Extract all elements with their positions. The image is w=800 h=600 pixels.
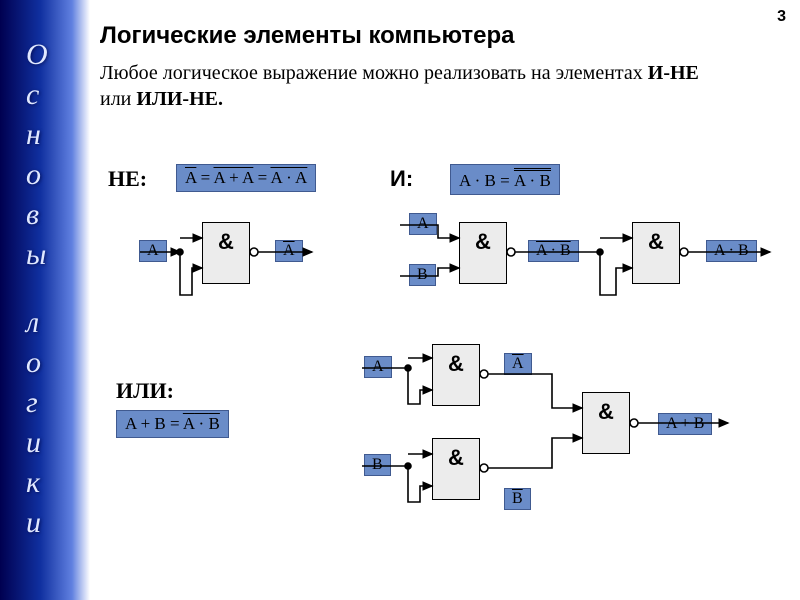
- sidebar-letter: ы: [26, 238, 46, 272]
- sidebar-letter: и: [26, 426, 41, 460]
- gate-and-1: &: [459, 222, 507, 284]
- formula-or: A + B = A · B: [116, 410, 229, 438]
- sidebar-gradient: [0, 0, 90, 600]
- subtitle: Любое логическое выражение можно реализо…: [100, 60, 720, 112]
- label-or: ИЛИ:: [116, 378, 174, 404]
- sig-or-in-A: A: [364, 356, 392, 378]
- gate-or-A: &: [432, 344, 480, 406]
- sig-and-in-B: B: [409, 264, 436, 286]
- page-number: 3: [777, 8, 786, 26]
- sig-and-out: A · B: [706, 240, 757, 262]
- sidebar-letter: с: [26, 78, 39, 112]
- gate-and-2: &: [632, 222, 680, 284]
- sig-not-in-A: A: [139, 240, 167, 262]
- gate-or-B: &: [432, 438, 480, 500]
- sidebar-letter: О: [26, 38, 48, 72]
- sidebar-letter: и: [26, 506, 41, 540]
- sig-not-out-Abar: A: [275, 240, 303, 262]
- sig-or-out: A + B: [658, 413, 712, 435]
- sidebar-letter: н: [26, 118, 41, 152]
- label-and: И:: [390, 166, 413, 192]
- gate-or-C: &: [582, 392, 630, 454]
- sidebar-letter: л: [26, 306, 39, 340]
- sidebar-letter: в: [26, 198, 39, 232]
- page-title: Логические элементы компьютера: [100, 22, 515, 50]
- sidebar-letter: о: [26, 158, 41, 192]
- sig-or-in-B: B: [364, 454, 391, 476]
- sig-or-Abar: A: [504, 353, 532, 375]
- sig-and-mid: A · B: [528, 240, 579, 262]
- sig-and-in-A: A: [409, 213, 437, 235]
- formula-and: A · B = A · B: [450, 164, 560, 195]
- sig-or-Bbar: B: [504, 488, 531, 510]
- sidebar-letter: г: [26, 386, 38, 420]
- sidebar-letter: о: [26, 346, 41, 380]
- sidebar-letter: к: [26, 466, 40, 500]
- formula-not: A = A + A = A · A: [176, 164, 316, 192]
- gate-not: &: [202, 222, 250, 284]
- label-not: НЕ:: [108, 166, 147, 192]
